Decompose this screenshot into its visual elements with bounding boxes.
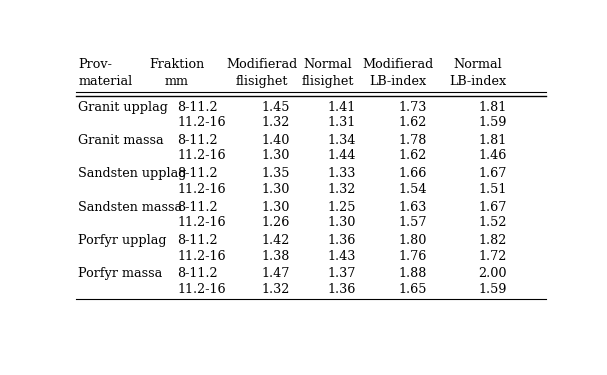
Text: 1.54: 1.54 [398,183,427,196]
Text: 1.59: 1.59 [478,116,507,129]
Text: 1.42: 1.42 [262,234,290,247]
Text: 11.2-16: 11.2-16 [177,183,226,196]
Text: 1.66: 1.66 [398,167,427,180]
Text: 1.45: 1.45 [262,100,290,114]
Text: 1.67: 1.67 [478,201,506,214]
Text: 11.2-16: 11.2-16 [177,283,226,296]
Text: 1.62: 1.62 [398,149,427,162]
Text: Normal
flisighet: Normal flisighet [301,58,354,88]
Text: 1.62: 1.62 [398,116,427,129]
Text: 1.47: 1.47 [262,267,290,280]
Text: 1.82: 1.82 [478,234,506,247]
Text: 1.40: 1.40 [262,134,290,147]
Text: 11.2-16: 11.2-16 [177,116,226,129]
Text: 1.26: 1.26 [262,216,290,229]
Text: 1.72: 1.72 [478,249,506,262]
Text: 1.33: 1.33 [328,167,356,180]
Text: 1.59: 1.59 [478,283,507,296]
Text: 1.81: 1.81 [478,134,506,147]
Text: Granit upplag: Granit upplag [78,100,168,114]
Text: 1.76: 1.76 [398,249,427,262]
Text: 1.88: 1.88 [398,267,427,280]
Text: 1.36: 1.36 [328,283,356,296]
Text: 8-11.2: 8-11.2 [177,234,218,247]
Text: 1.81: 1.81 [478,100,506,114]
Text: 2.00: 2.00 [478,267,507,280]
Text: 1.34: 1.34 [328,134,356,147]
Text: 1.30: 1.30 [262,201,290,214]
Text: 1.67: 1.67 [478,167,506,180]
Text: Granit massa: Granit massa [78,134,164,147]
Text: 1.52: 1.52 [478,216,507,229]
Text: 8-11.2: 8-11.2 [177,201,218,214]
Text: 1.46: 1.46 [478,149,506,162]
Text: 11.2-16: 11.2-16 [177,249,226,262]
Text: 1.51: 1.51 [478,183,506,196]
Text: 1.32: 1.32 [262,283,290,296]
Text: 1.43: 1.43 [328,249,356,262]
Text: Prov-
material: Prov- material [78,58,132,88]
Text: 1.35: 1.35 [262,167,290,180]
Text: 8-11.2: 8-11.2 [177,134,218,147]
Text: 1.30: 1.30 [262,183,290,196]
Text: 1.63: 1.63 [398,201,427,214]
Text: 8-11.2: 8-11.2 [177,100,218,114]
Text: 1.65: 1.65 [398,283,427,296]
Text: 1.30: 1.30 [328,216,356,229]
Text: 11.2-16: 11.2-16 [177,149,226,162]
Text: 1.57: 1.57 [398,216,427,229]
Text: 1.78: 1.78 [398,134,427,147]
Text: 11.2-16: 11.2-16 [177,216,226,229]
Text: Fraktion
mm: Fraktion mm [149,58,205,88]
Text: 1.37: 1.37 [328,267,356,280]
Text: 1.41: 1.41 [328,100,356,114]
Text: 1.44: 1.44 [328,149,356,162]
Text: 1.30: 1.30 [262,149,290,162]
Text: 1.73: 1.73 [398,100,427,114]
Text: 1.38: 1.38 [262,249,290,262]
Text: 1.36: 1.36 [328,234,356,247]
Text: Sandsten upplag: Sandsten upplag [78,167,186,180]
Text: Sandsten massa: Sandsten massa [78,201,182,214]
Text: Porfyr massa: Porfyr massa [78,267,163,280]
Text: 1.32: 1.32 [328,183,356,196]
Text: Normal
LB-index: Normal LB-index [449,58,507,88]
Text: 1.25: 1.25 [328,201,356,214]
Text: Modifierad
LB-index: Modifierad LB-index [362,58,434,88]
Text: 8-11.2: 8-11.2 [177,167,218,180]
Text: 1.32: 1.32 [262,116,290,129]
Text: Porfyr upplag: Porfyr upplag [78,234,167,247]
Text: 1.31: 1.31 [328,116,356,129]
Text: 8-11.2: 8-11.2 [177,267,218,280]
Text: 1.80: 1.80 [398,234,427,247]
Text: Modifierad
flisighet: Modifierad flisighet [226,58,297,88]
